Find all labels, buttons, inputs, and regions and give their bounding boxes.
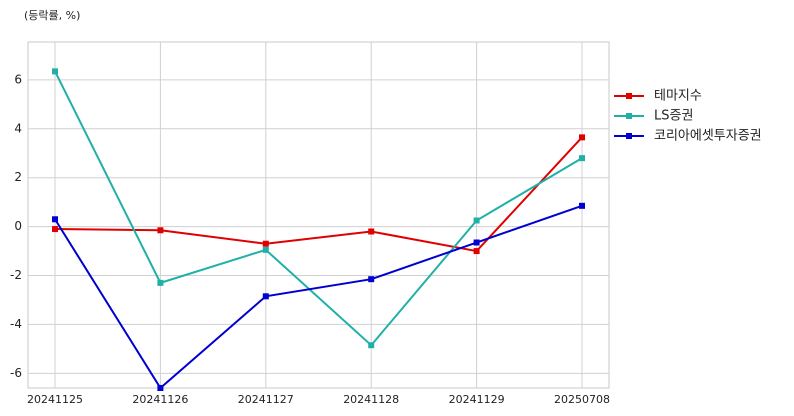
y-tick-label: 2 xyxy=(14,170,22,184)
x-tick-label: 20241129 xyxy=(449,393,505,406)
y-tick-label: -4 xyxy=(10,317,22,331)
point xyxy=(157,279,164,286)
point xyxy=(262,246,269,253)
point xyxy=(157,227,164,234)
point xyxy=(368,342,375,349)
y-tick-label: -6 xyxy=(10,366,22,380)
y-tick-label: -2 xyxy=(10,268,22,282)
chart-subtitle: (등락률, %) xyxy=(24,9,80,22)
point xyxy=(473,217,480,224)
plot-frame xyxy=(27,41,610,389)
legend-label: 코리아에셋투자증권 xyxy=(654,129,762,144)
x-tick-label: 20250708 xyxy=(554,393,610,406)
series-line xyxy=(54,136,583,253)
point xyxy=(579,134,585,141)
point xyxy=(262,240,269,247)
x-tick-label: 20241126 xyxy=(132,393,188,406)
x-tick-label: 20241128 xyxy=(343,393,399,406)
legend-marker xyxy=(626,113,632,119)
legend-marker xyxy=(626,133,632,139)
x-tick-label: 20241125 xyxy=(27,393,83,406)
point xyxy=(52,226,58,233)
point xyxy=(262,293,269,300)
y-tick-label: 0 xyxy=(14,219,22,233)
point xyxy=(473,239,480,246)
point xyxy=(157,385,164,391)
point xyxy=(579,155,585,162)
series-line xyxy=(54,204,583,390)
point xyxy=(52,68,58,75)
legend-label: 테마지수 xyxy=(654,89,702,104)
y-tick-label: 4 xyxy=(14,121,22,135)
legend-marker xyxy=(626,93,632,99)
y-tick-label: 6 xyxy=(14,72,22,86)
x-tick-label: 20241127 xyxy=(238,393,294,406)
legend-label: LS증권 xyxy=(654,109,693,124)
point xyxy=(368,228,375,235)
series-line xyxy=(54,70,583,347)
point xyxy=(52,216,58,223)
point xyxy=(368,276,375,283)
point xyxy=(473,248,480,255)
point xyxy=(579,202,585,209)
